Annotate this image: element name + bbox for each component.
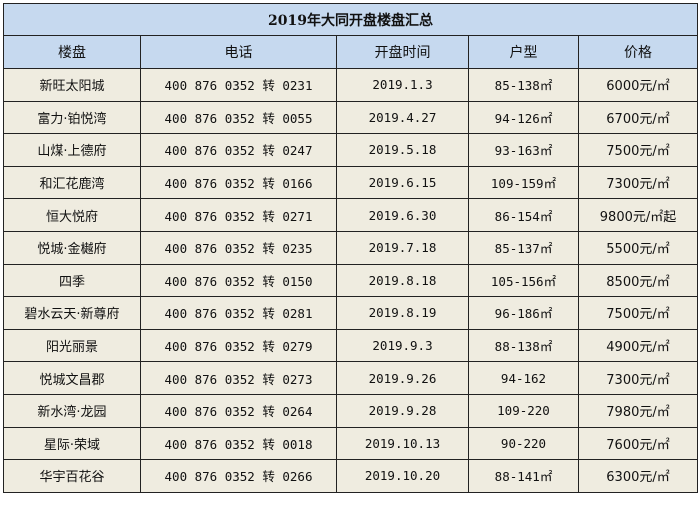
price: 7980元/㎡ bbox=[577, 393, 699, 428]
price: 9800元/㎡起 bbox=[577, 198, 699, 232]
table-title: 2019年大同开盘楼盘汇总 bbox=[2, 3, 699, 36]
price: 8500元/㎡ bbox=[577, 263, 699, 298]
phone-number: 400 876 0352 转 0279 bbox=[140, 328, 337, 363]
project-name: 悦城文昌郡 bbox=[3, 361, 141, 395]
header-price: 价格 bbox=[577, 35, 699, 69]
price: 7600元/㎡ bbox=[577, 426, 699, 461]
unit-area: 85-137㎡ bbox=[468, 230, 579, 265]
open-date: 2019.9.28 bbox=[336, 393, 469, 428]
open-date: 2019.8.18 bbox=[336, 263, 469, 298]
price: 6000元/㎡ bbox=[577, 68, 699, 102]
unit-area: 109-220 bbox=[468, 393, 579, 428]
table-row: 山煤·上德府 400 876 0352 转 0247 2019.5.18 93-163… bbox=[3, 133, 699, 167]
header-name: 楼盘 bbox=[3, 35, 141, 69]
table-row: 阳光丽景 400 876 0352 转 0279 2019.9.3 88-138㎡ 49… bbox=[3, 328, 699, 363]
price: 6700元/㎡ bbox=[577, 100, 699, 135]
open-date: 2019.7.18 bbox=[336, 230, 469, 265]
table-row: 悦城·金樾府 400 876 0352 转 0235 2019.7.18 85-137… bbox=[3, 230, 699, 265]
header-area: 户型 bbox=[468, 35, 579, 69]
table-row: 新旺太阳城 400 876 0352 转 0231 2019.1.3 85-138㎡ 6… bbox=[3, 68, 699, 102]
unit-area: 90-220 bbox=[468, 426, 579, 461]
project-name: 新水湾·龙园 bbox=[3, 393, 141, 428]
unit-area: 96-186㎡ bbox=[468, 296, 579, 330]
project-name: 华宇百花谷 bbox=[3, 459, 141, 493]
price: 4900元/㎡ bbox=[577, 328, 699, 363]
unit-area: 105-156㎡ bbox=[468, 263, 579, 298]
project-name: 悦城·金樾府 bbox=[3, 230, 141, 265]
project-name: 四季 bbox=[3, 263, 141, 298]
phone-number: 400 876 0352 转 0273 bbox=[140, 361, 337, 395]
price: 7500元/㎡ bbox=[577, 296, 699, 330]
phone-number: 400 876 0352 转 0231 bbox=[140, 68, 337, 102]
price: 6300元/㎡ bbox=[577, 459, 699, 493]
table-row: 碧水云天·新尊府 400 876 0352 转 0281 2019.8.19 96-1… bbox=[3, 296, 699, 330]
table-row: 新水湾·龙园 400 876 0352 转 0264 2019.9.28 109-22… bbox=[3, 393, 699, 428]
phone-number: 400 876 0352 转 0281 bbox=[140, 296, 337, 330]
header-row: 楼盘 电话 开盘时间 户型 价格 bbox=[3, 35, 699, 69]
open-date: 2019.6.15 bbox=[336, 165, 469, 200]
unit-area: 93-163㎡ bbox=[468, 133, 579, 167]
table-row: 华宇百花谷 400 876 0352 转 0266 2019.10.20 88-141… bbox=[3, 459, 699, 493]
unit-area: 86-154㎡ bbox=[468, 198, 579, 232]
phone-number: 400 876 0352 转 0055 bbox=[140, 100, 337, 135]
table-row: 和汇花鹿湾 400 876 0352 转 0166 2019.6.15 109-159… bbox=[3, 165, 699, 200]
unit-area: 88-138㎡ bbox=[468, 328, 579, 363]
summary-table: 2019年大同开盘楼盘汇总 楼盘 电话 开盘时间 户型 价格 新旺太阳城 400 … bbox=[2, 3, 699, 493]
price: 5500元/㎡ bbox=[577, 230, 699, 265]
project-name: 新旺太阳城 bbox=[3, 68, 141, 102]
project-name: 阳光丽景 bbox=[3, 328, 141, 363]
open-date: 2019.1.3 bbox=[336, 68, 469, 102]
open-date: 2019.9.3 bbox=[336, 328, 469, 363]
open-date: 2019.4.27 bbox=[336, 100, 469, 135]
project-name: 山煤·上德府 bbox=[3, 133, 141, 167]
open-date: 2019.5.18 bbox=[336, 133, 469, 167]
table-row: 富力·铂悦湾 400 876 0352 转 0055 2019.4.27 94-126… bbox=[3, 100, 699, 135]
phone-number: 400 876 0352 转 0150 bbox=[140, 263, 337, 298]
phone-number: 400 876 0352 转 0018 bbox=[140, 426, 337, 461]
header-phone: 电话 bbox=[140, 35, 337, 69]
table-row: 恒大悦府 400 876 0352 转 0271 2019.6.30 86-154㎡ 9… bbox=[3, 198, 699, 232]
phone-number: 400 876 0352 转 0266 bbox=[140, 459, 337, 493]
open-date: 2019.6.30 bbox=[336, 198, 469, 232]
price: 7300元/㎡ bbox=[577, 361, 699, 395]
project-name: 和汇花鹿湾 bbox=[3, 165, 141, 200]
unit-area: 109-159㎡ bbox=[468, 165, 579, 200]
phone-number: 400 876 0352 转 0235 bbox=[140, 230, 337, 265]
project-name: 星际·荣域 bbox=[3, 426, 141, 461]
table-row: 四季 400 876 0352 转 0150 2019.8.18 105-156㎡ 85… bbox=[3, 263, 699, 298]
phone-number: 400 876 0352 转 0271 bbox=[140, 198, 337, 232]
open-date: 2019.8.19 bbox=[336, 296, 469, 330]
project-name: 碧水云天·新尊府 bbox=[3, 296, 141, 330]
project-name: 恒大悦府 bbox=[3, 198, 141, 232]
phone-number: 400 876 0352 转 0264 bbox=[140, 393, 337, 428]
unit-area: 88-141㎡ bbox=[468, 459, 579, 493]
unit-area: 94-126㎡ bbox=[468, 100, 579, 135]
unit-area: 94-162 bbox=[468, 361, 579, 395]
open-date: 2019.10.13 bbox=[336, 426, 469, 461]
phone-number: 400 876 0352 转 0166 bbox=[140, 165, 337, 200]
header-date: 开盘时间 bbox=[336, 35, 469, 69]
open-date: 2019.10.20 bbox=[336, 459, 469, 493]
price: 7500元/㎡ bbox=[577, 133, 699, 167]
table-row: 星际·荣域 400 876 0352 转 0018 2019.10.13 90-220… bbox=[3, 426, 699, 461]
table-row: 悦城文昌郡 400 876 0352 转 0273 2019.9.26 94-162 7… bbox=[3, 361, 699, 395]
unit-area: 85-138㎡ bbox=[468, 68, 579, 102]
price: 7300元/㎡ bbox=[577, 165, 699, 200]
phone-number: 400 876 0352 转 0247 bbox=[140, 133, 337, 167]
open-date: 2019.9.26 bbox=[336, 361, 469, 395]
project-name: 富力·铂悦湾 bbox=[3, 100, 141, 135]
